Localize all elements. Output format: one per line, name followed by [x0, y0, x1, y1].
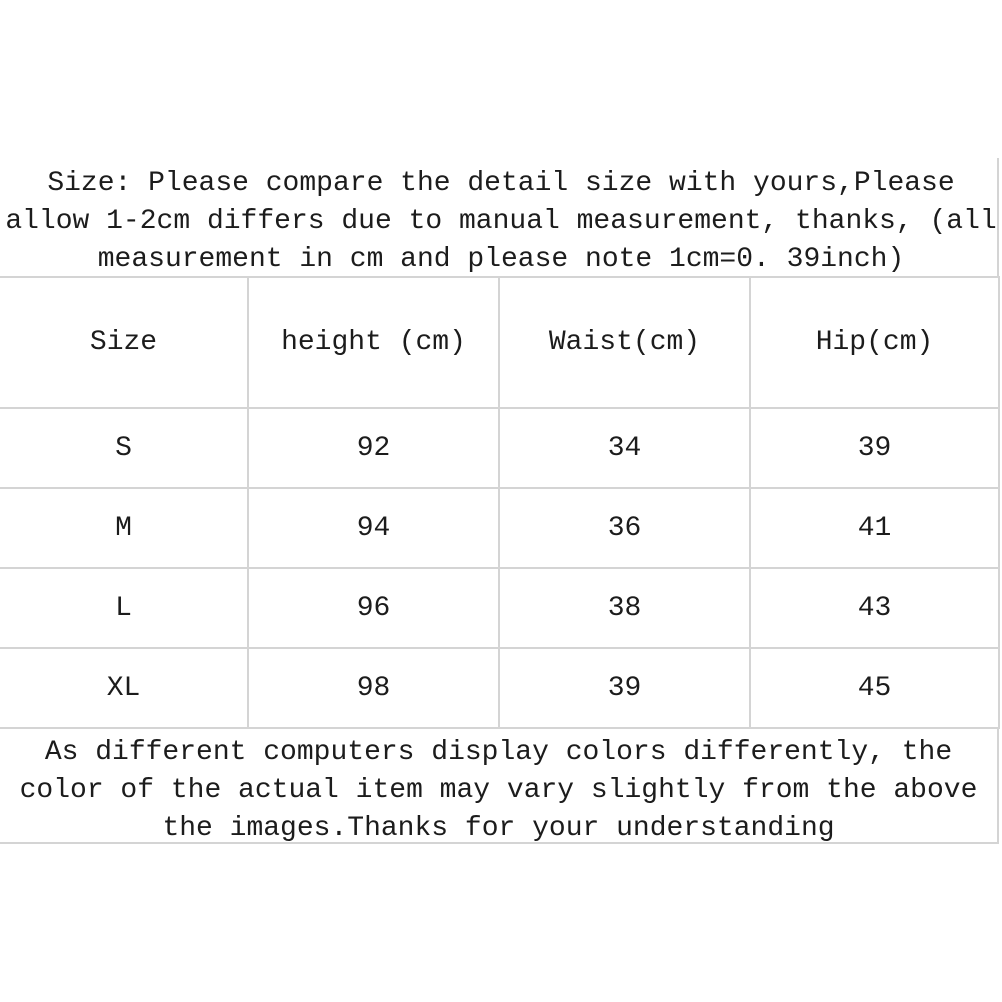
- size-cell: S: [0, 407, 249, 489]
- measurement-notice-line-1: Size: Please compare the detail size wit…: [47, 168, 955, 199]
- column-header-height: height (cm): [247, 276, 500, 409]
- color-disclaimer-line-2: color of the actual item may vary slight…: [19, 775, 978, 806]
- hip-cell: 45: [749, 647, 1000, 729]
- size-cell: M: [0, 487, 249, 569]
- column-header-waist: Waist(cm): [498, 276, 751, 409]
- measurement-notice: Size: Please compare the detail size wit…: [0, 165, 1002, 279]
- size-cell: XL: [0, 647, 249, 729]
- waist-cell: 38: [498, 567, 751, 649]
- height-cell: 98: [247, 647, 500, 729]
- measurement-notice-line-2: allow 1-2cm differs due to manual measur…: [5, 206, 997, 237]
- height-cell: 92: [247, 407, 500, 489]
- color-disclaimer: As different computers display colors di…: [0, 728, 999, 844]
- size-table: Size height (cm) Waist(cm) Hip(cm) S 92 …: [0, 276, 1000, 729]
- column-header-hip: Hip(cm): [749, 276, 1000, 409]
- table-row-s: S 92 34 39: [0, 407, 1000, 489]
- hip-cell: 41: [749, 487, 1000, 569]
- waist-cell: 34: [498, 407, 751, 489]
- hip-cell: 43: [749, 567, 1000, 649]
- size-cell: L: [0, 567, 249, 649]
- table-row-l: L 96 38 43: [0, 567, 1000, 649]
- hip-cell: 39: [749, 407, 1000, 489]
- color-disclaimer-line-1: As different computers display colors di…: [44, 737, 953, 768]
- grid-line-right: [997, 158, 999, 278]
- height-cell: 96: [247, 567, 500, 649]
- height-cell: 94: [247, 487, 500, 569]
- column-header-size: Size: [0, 276, 249, 409]
- waist-cell: 36: [498, 487, 751, 569]
- measurement-notice-line-3: measurement in cm and please note 1cm=0.…: [97, 244, 905, 275]
- size-table-header-row: Size height (cm) Waist(cm) Hip(cm): [0, 276, 1000, 409]
- color-disclaimer-line-3: the images.Thanks for your understanding: [162, 813, 835, 844]
- table-row-xl: XL 98 39 45: [0, 647, 1000, 729]
- table-row-m: M 94 36 41: [0, 487, 1000, 569]
- waist-cell: 39: [498, 647, 751, 729]
